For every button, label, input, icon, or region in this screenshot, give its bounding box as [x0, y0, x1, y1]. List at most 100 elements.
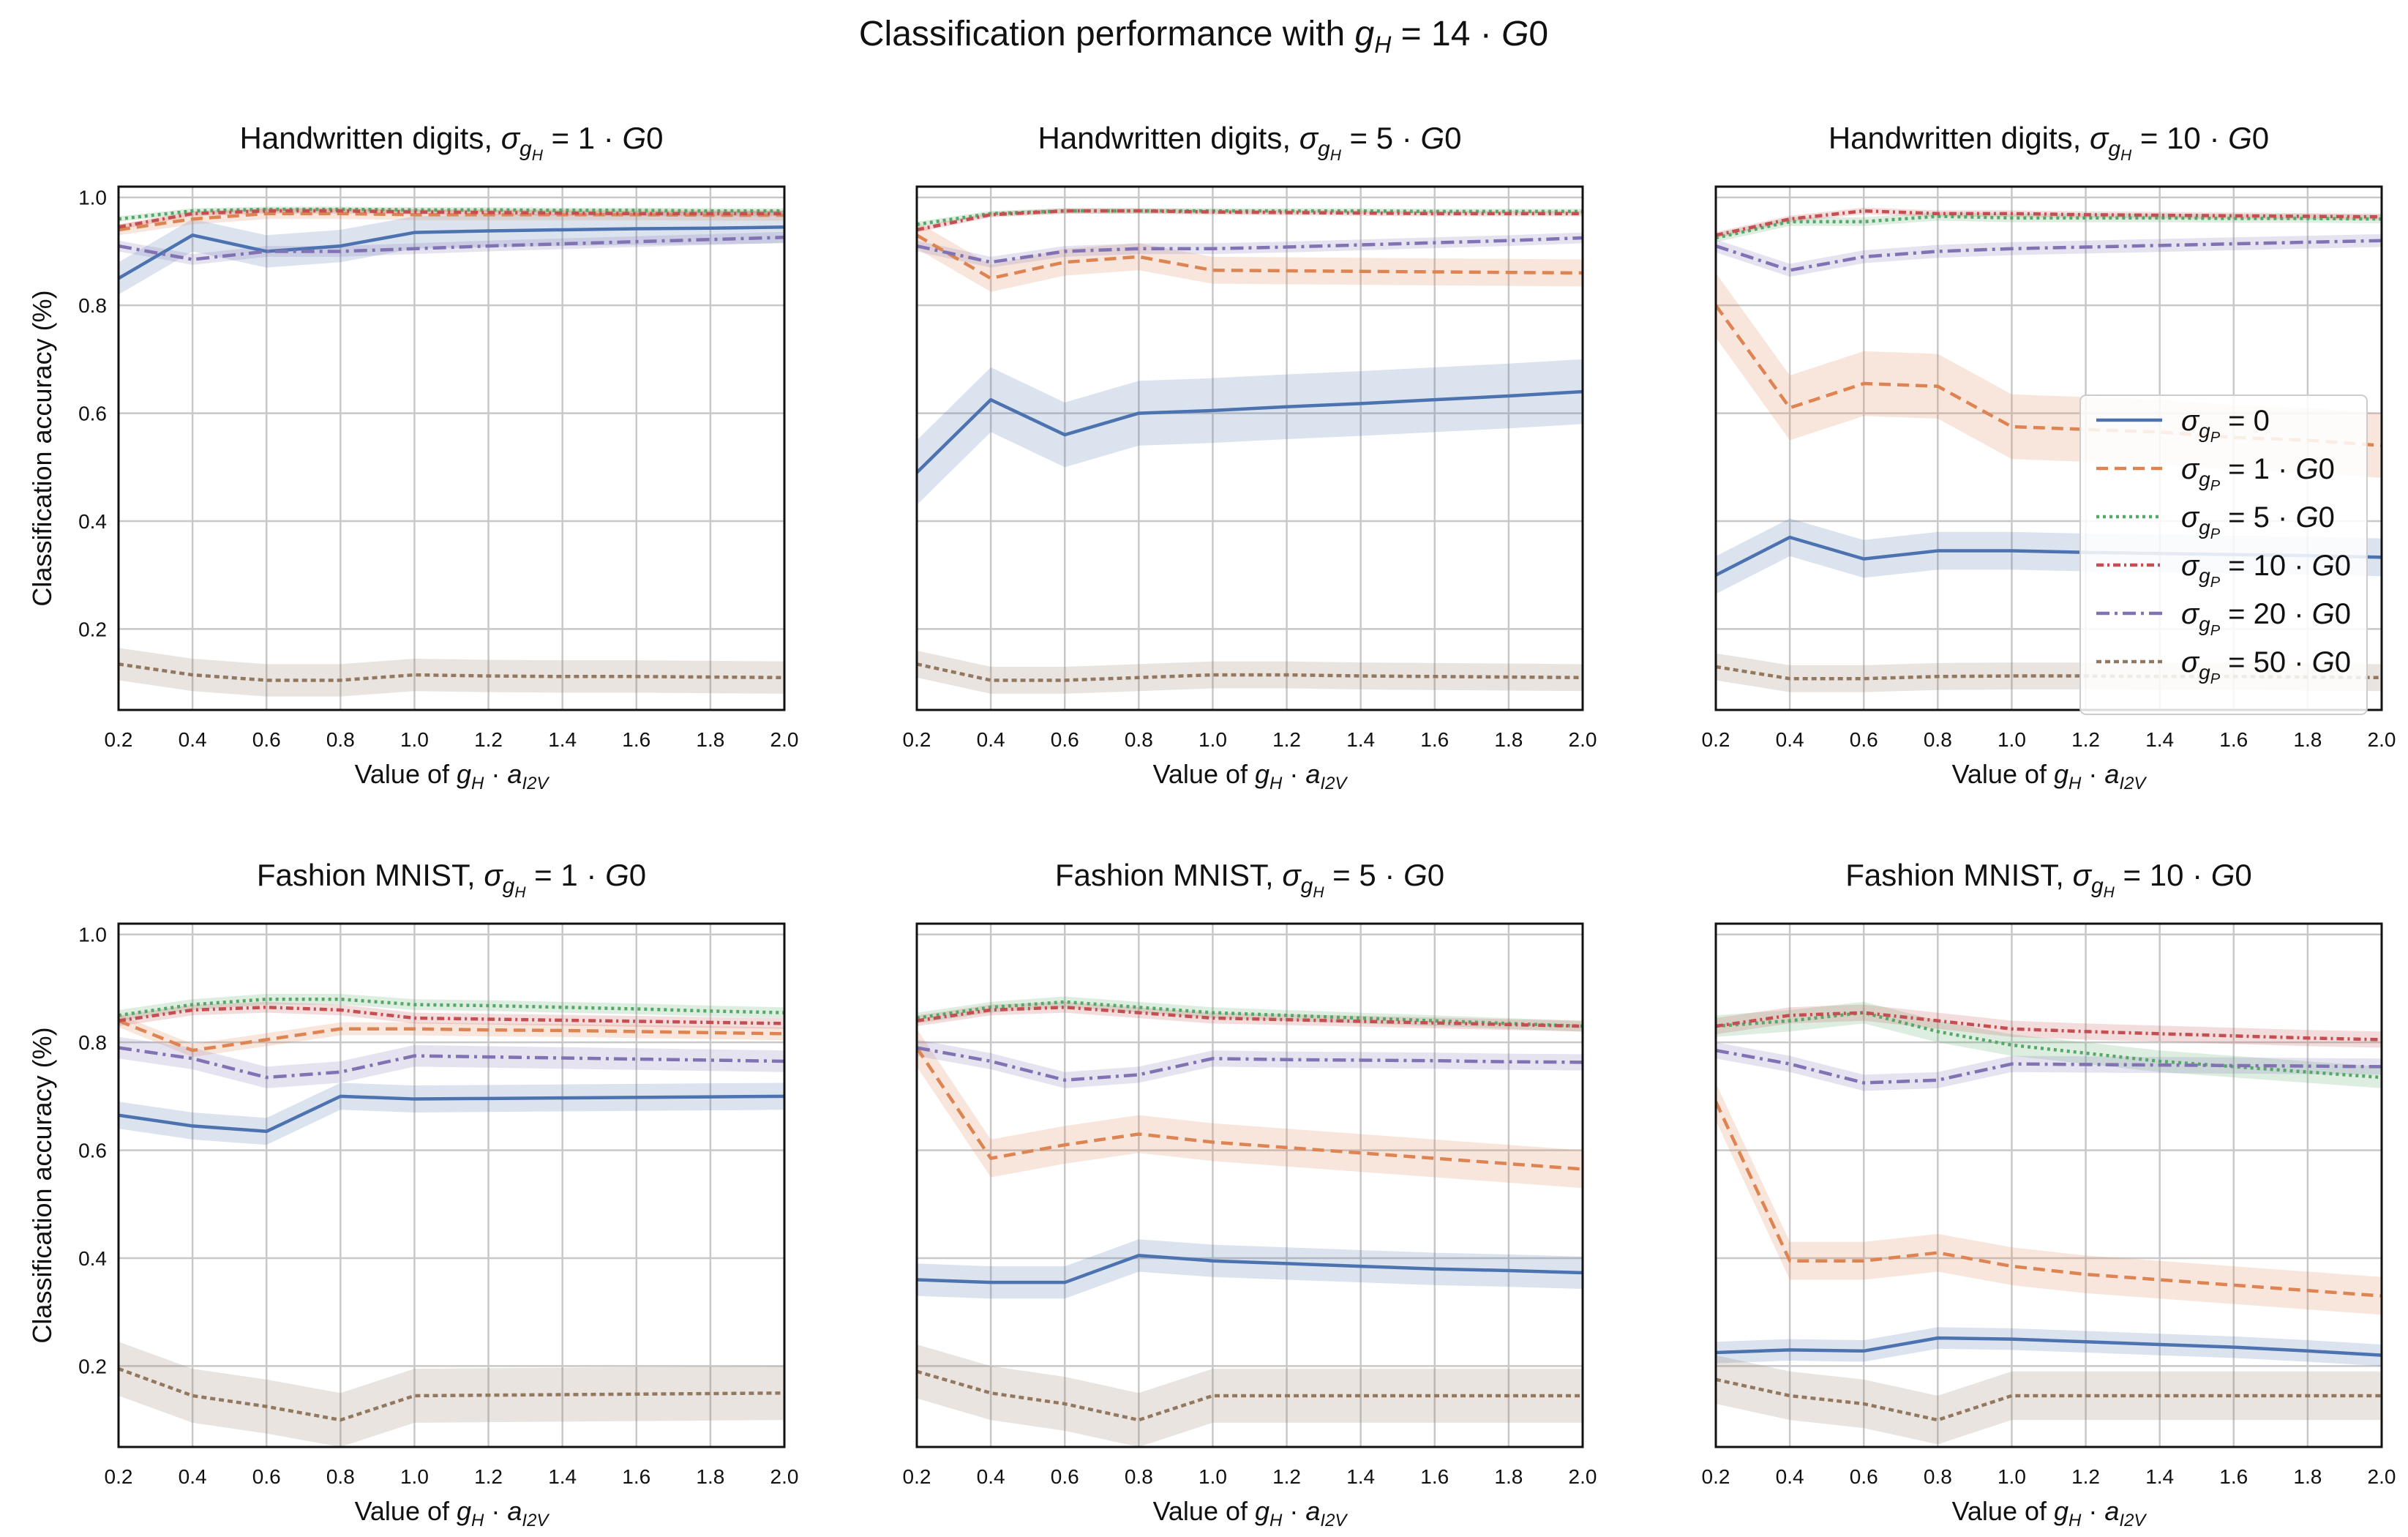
confidence-band: [917, 1344, 1583, 1447]
panel-title: Fashion MNIST, σgH = 1 · G0: [257, 858, 646, 901]
y-tick-label: 0.8: [78, 1031, 107, 1054]
x-tick-label: 0.2: [105, 1465, 133, 1488]
panel-6: Fashion MNIST, σgH = 10 · G0 0.2 0.4 0.6 0.8…: [1702, 858, 2396, 1530]
confidence-band: [1716, 1355, 2382, 1445]
x-tick-label: 0.4: [977, 728, 1005, 751]
x-tick-label: 1.6: [1420, 728, 1449, 751]
x-tick-label: 0.6: [1850, 728, 1878, 751]
x-tick-label: 0.6: [252, 728, 281, 751]
panel-5: Fashion MNIST, σgH = 5 · G0 0.2 0.4 0.6 0.8 1…: [903, 858, 1597, 1530]
confidence-band: [917, 1039, 1583, 1088]
x-tick-label: 1.2: [474, 728, 503, 751]
legend-entry-label: σgP = 0: [2181, 405, 2270, 446]
series-line: [1716, 1336, 2382, 1357]
series-line: [119, 236, 784, 261]
series-line: [917, 233, 1583, 280]
panel-title: Fashion MNIST, σgH = 5 · G0: [1055, 858, 1444, 901]
confidence-band: [1716, 1042, 2382, 1091]
y-tick-label: 0.2: [78, 618, 107, 640]
confidence-band: [1716, 1327, 2382, 1366]
confidence-band: [917, 221, 1583, 292]
x-tick-label: 1.6: [1420, 1465, 1449, 1488]
series-line: [119, 207, 784, 221]
plot-area: [119, 206, 784, 697]
x-tick-label: 0.4: [179, 1465, 207, 1488]
series-line: [917, 236, 1583, 264]
panel-1: Handwritten digits, σgH = 1 · G0 0.2 0.4 0.…: [27, 121, 798, 793]
x-tick-label: 1.4: [1346, 1465, 1375, 1488]
x-tick-label: 1.4: [548, 728, 577, 751]
series-line: [917, 662, 1583, 682]
x-tick-label: 1.8: [1494, 728, 1523, 751]
series-line: [119, 1046, 784, 1080]
y-tick-label: 0.4: [78, 1247, 107, 1270]
series-line: [917, 209, 1583, 232]
series-line: [1716, 1101, 2382, 1298]
panel-2: Handwritten digits, σgH = 5 · G0 0.2 0.4 0.…: [903, 121, 1597, 793]
x-tick-label: 2.0: [1569, 728, 1597, 751]
x-tick-label: 1.4: [1346, 728, 1375, 751]
confidence-band: [1716, 1082, 2382, 1315]
series-line: [1716, 239, 2382, 272]
axes-frame: [1714, 185, 2383, 711]
confidence-band: [1716, 207, 2382, 239]
confidence-band: [119, 648, 784, 697]
x-tick-label: 0.2: [1702, 728, 1730, 751]
series-line: [119, 662, 784, 682]
series-line: [917, 1046, 1583, 1082]
x-tick-label: 0.2: [903, 1465, 931, 1488]
series-line: [917, 389, 1583, 474]
x-axis-label: Value of gH · aI2V: [1153, 759, 1349, 793]
x-tick-label: 1.8: [696, 1465, 724, 1488]
x-tick-label: 1.6: [2219, 1465, 2248, 1488]
series-line: [119, 225, 784, 280]
x-tick-label: 1.0: [400, 1465, 429, 1488]
y-axis-label: Classification accuracy (%): [27, 1027, 57, 1343]
y-tick-label: 0.6: [78, 1140, 107, 1162]
series-line: [119, 1006, 784, 1025]
axes-frame: [1714, 922, 2383, 1448]
x-tick-label: 1.2: [2071, 728, 2100, 751]
x-tick-label: 1.8: [2293, 1465, 2322, 1488]
series-line: [1716, 304, 2382, 448]
legend-entry-label: σgP = 5 · G0: [2181, 501, 2335, 542]
x-tick-label: 0.8: [1125, 728, 1153, 751]
y-tick-label: 0.6: [78, 403, 107, 425]
x-tick-label: 1.2: [474, 1465, 503, 1488]
series-line: [1716, 209, 2382, 237]
plot-area: [917, 996, 1583, 1447]
x-tick-label: 0.4: [1776, 1465, 1804, 1488]
x-tick-label: 0.8: [326, 1465, 355, 1488]
x-tick-label: 1.6: [2219, 728, 2248, 751]
confidence-band: [917, 1239, 1583, 1299]
x-tick-label: 1.8: [2293, 728, 2322, 751]
x-tick-label: 1.4: [2145, 1465, 2174, 1488]
x-tick-label: 0.2: [1702, 1465, 1730, 1488]
series-line: [1716, 214, 2382, 240]
confidence-band: [1716, 1004, 2382, 1048]
legend-entry-label: σgP = 1 · G0: [2181, 453, 2335, 494]
series-line: [1716, 1049, 2382, 1085]
axes-frame: [915, 185, 1584, 711]
x-tick-label: 0.6: [1051, 728, 1079, 751]
series-line: [1716, 1011, 2382, 1080]
confidence-band: [917, 1028, 1583, 1189]
confidence-band: [917, 359, 1583, 505]
x-tick-label: 1.0: [400, 728, 429, 751]
axes-frame: [117, 922, 786, 1448]
x-tick-label: 2.0: [1569, 1465, 1597, 1488]
series-line: [917, 1047, 1583, 1171]
panel-title: Handwritten digits, σgH = 1 · G0: [240, 121, 664, 164]
x-tick-label: 1.0: [1199, 1465, 1227, 1488]
x-tick-label: 0.8: [1125, 1465, 1153, 1488]
confidence-band: [917, 232, 1583, 268]
y-tick-label: 1.0: [78, 924, 107, 946]
panel-title: Handwritten digits, σgH = 5 · G0: [1038, 121, 1462, 164]
x-tick-label: 0.8: [1924, 1465, 1952, 1488]
x-tick-label: 0.2: [903, 728, 931, 751]
x-tick-label: 1.8: [696, 728, 724, 751]
legend-entry-label: σgP = 50 · G0: [2181, 646, 2351, 687]
x-tick-label: 1.0: [1998, 1465, 2026, 1488]
x-tick-label: 1.2: [1272, 1465, 1301, 1488]
panel-title: Fashion MNIST, σgH = 10 · G0: [1845, 858, 2252, 901]
